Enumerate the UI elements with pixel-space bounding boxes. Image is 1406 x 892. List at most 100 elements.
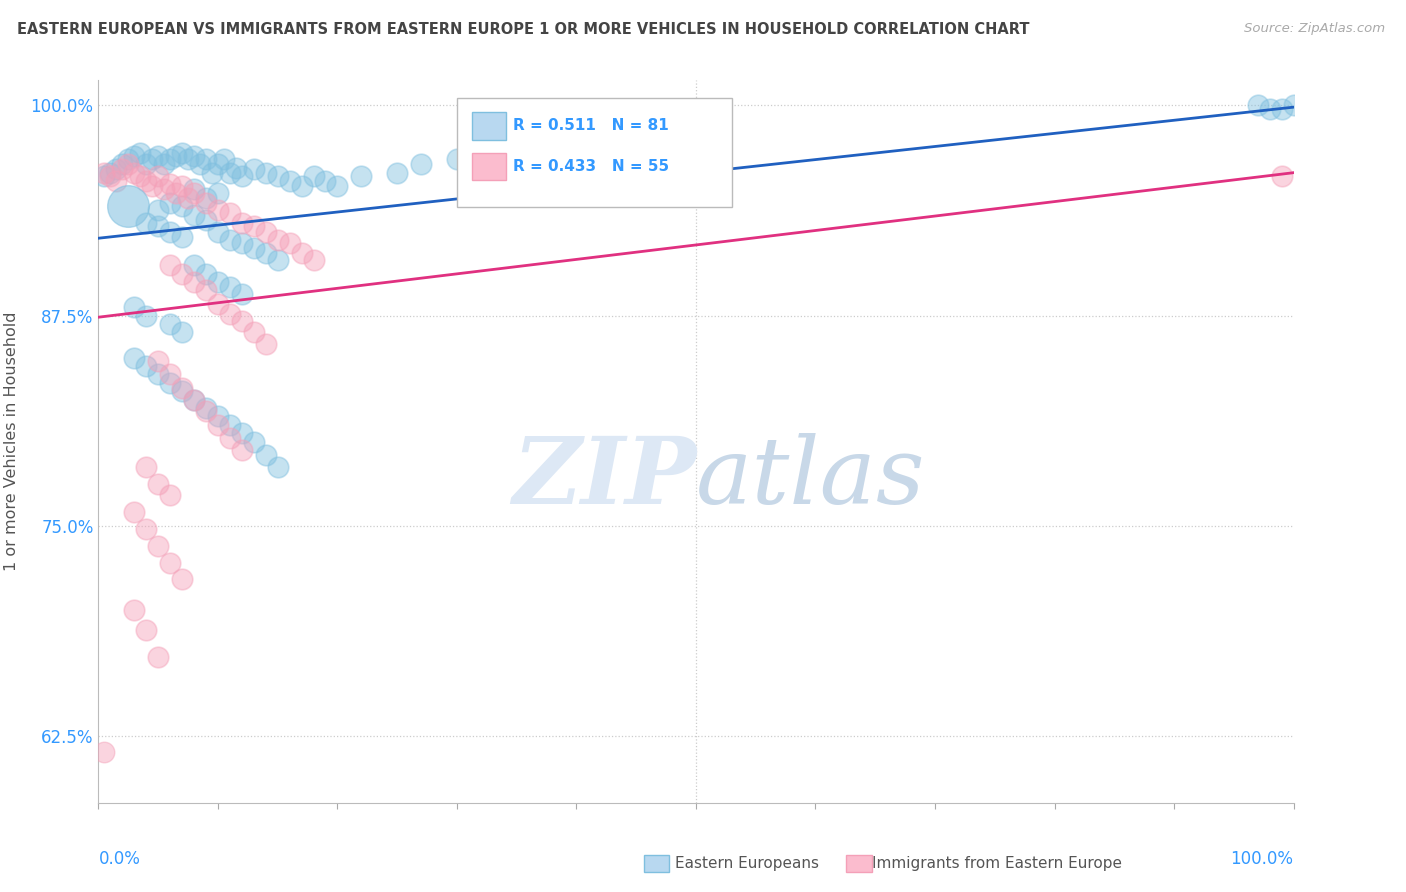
Point [446, 153, 468, 167]
Point [219, 307, 242, 321]
Point [165, 149, 187, 163]
Point [219, 280, 242, 294]
Point [135, 157, 157, 171]
Point [207, 297, 229, 311]
Point [195, 212, 218, 227]
Point [172, 381, 194, 395]
Text: EASTERN EUROPEAN VS IMMIGRANTS FROM EASTERN EUROPE 1 OR MORE VEHICLES IN HOUSEHO: EASTERN EUROPEAN VS IMMIGRANTS FROM EAST… [17, 22, 1029, 37]
Point [267, 169, 290, 183]
Point [148, 354, 170, 368]
Point [219, 206, 242, 220]
Point [148, 149, 170, 163]
Point [148, 368, 170, 382]
Point [135, 459, 157, 474]
Point [129, 145, 152, 160]
Text: Immigrants from Eastern Europe: Immigrants from Eastern Europe [872, 856, 1122, 871]
Text: 0.0%: 0.0% [98, 850, 141, 868]
Point [117, 153, 139, 167]
Point [350, 169, 373, 183]
Point [124, 351, 146, 365]
Point [326, 179, 349, 194]
Point [302, 253, 325, 268]
Text: 100.0%: 100.0% [1230, 850, 1294, 868]
Point [506, 149, 529, 163]
Text: Source: ZipAtlas.com: Source: ZipAtlas.com [1244, 22, 1385, 36]
Text: atlas: atlas [696, 433, 925, 523]
Point [159, 258, 181, 272]
Point [172, 572, 194, 586]
Point [195, 153, 218, 167]
Point [93, 745, 115, 759]
Point [291, 179, 314, 194]
Point [172, 326, 194, 340]
Point [159, 317, 181, 331]
Point [315, 174, 337, 188]
Bar [472, 112, 506, 139]
Point [195, 191, 218, 205]
Point [93, 166, 115, 180]
Point [172, 199, 194, 213]
Point [219, 417, 242, 432]
Point [231, 426, 253, 441]
Point [212, 153, 235, 167]
Point [159, 368, 181, 382]
Point [124, 505, 146, 519]
Point [93, 169, 115, 183]
Point [254, 337, 277, 351]
Point [124, 166, 146, 180]
Point [219, 166, 242, 180]
Point [231, 286, 253, 301]
Point [159, 196, 181, 211]
Point [159, 225, 181, 239]
Point [111, 157, 134, 171]
Text: ZIP: ZIP [512, 433, 696, 523]
Point [159, 556, 181, 570]
Point [207, 225, 229, 239]
Point [159, 488, 181, 502]
Point [1247, 98, 1270, 112]
Point [231, 236, 253, 251]
Point [153, 157, 176, 171]
Point [148, 476, 170, 491]
Point [385, 166, 409, 180]
Point [243, 219, 266, 234]
Point [1258, 102, 1281, 116]
Point [183, 258, 205, 272]
Point [172, 384, 194, 398]
Point [207, 409, 229, 424]
Point [124, 602, 146, 616]
Point [267, 233, 290, 247]
Point [195, 404, 218, 418]
Point [172, 145, 194, 160]
Point [231, 216, 253, 230]
Point [183, 392, 205, 407]
Point [231, 442, 253, 457]
Point [201, 166, 224, 180]
Point [135, 216, 157, 230]
Point [411, 157, 433, 171]
Point [172, 179, 194, 194]
Point [124, 149, 146, 163]
Point [183, 275, 205, 289]
Point [254, 225, 277, 239]
Point [159, 153, 181, 167]
Point [243, 434, 266, 449]
Point [177, 153, 200, 167]
Y-axis label: 1 or more Vehicles in Household: 1 or more Vehicles in Household [4, 312, 20, 571]
Point [207, 275, 229, 289]
Point [105, 162, 128, 177]
Point [148, 169, 170, 183]
Point [278, 174, 301, 188]
Point [183, 186, 205, 200]
Point [135, 359, 157, 373]
Point [98, 169, 122, 183]
Point [302, 169, 325, 183]
Point [177, 191, 200, 205]
FancyBboxPatch shape [457, 98, 733, 207]
Point [243, 326, 266, 340]
Point [148, 649, 170, 664]
Point [183, 149, 205, 163]
Point [159, 178, 181, 192]
Point [148, 219, 170, 234]
Point [243, 241, 266, 255]
